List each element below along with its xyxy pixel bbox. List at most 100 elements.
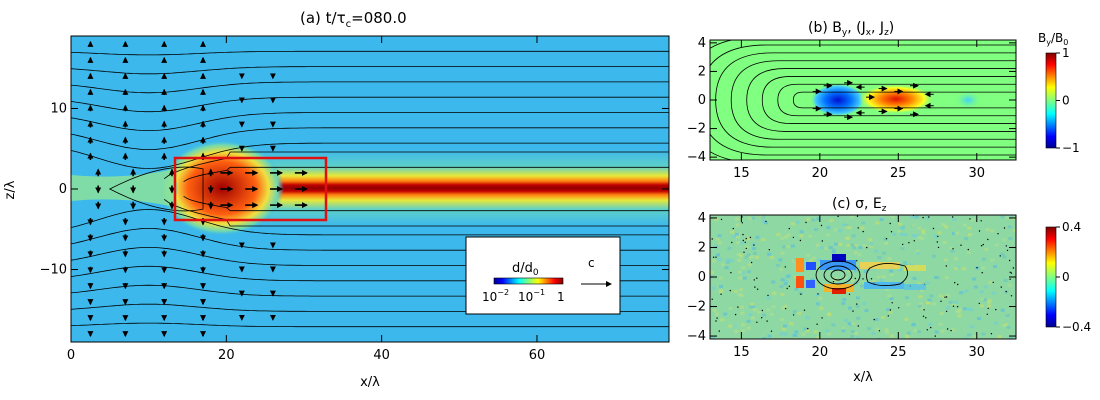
field-line (183, 166, 669, 183)
noise-speck (941, 223, 946, 227)
panel-c-xlabel: x/λ (853, 370, 873, 385)
noise-speck (1007, 225, 1012, 229)
noise-speck (802, 262, 807, 266)
particle-dot (857, 227, 859, 229)
noise-speck (856, 266, 861, 270)
noise-speck (798, 291, 803, 295)
noise-speck (970, 325, 975, 329)
noise-speck (985, 228, 990, 231)
particle-dot (741, 222, 743, 224)
particle-dot (712, 256, 715, 258)
noise-speck (779, 267, 784, 271)
noise-speck (827, 332, 831, 336)
panel-a-legend-inset: d/d0 10−2 10−1 1 c (465, 236, 621, 315)
noise-speck (926, 301, 930, 304)
panel-c-axes: 15 20 25 30 −4 −2 0 2 4 (687, 211, 1016, 360)
noise-speck (945, 293, 950, 297)
noise-speck (718, 290, 723, 294)
noise-speck (744, 255, 749, 259)
field-line (71, 66, 669, 75)
noise-speck (775, 263, 780, 267)
noise-speck (810, 278, 815, 282)
panel-a-xlabel: x/λ (360, 375, 380, 390)
particle-dot (936, 241, 938, 243)
noise-speck (868, 238, 873, 242)
noise-speck (792, 259, 796, 263)
noise-speck (748, 305, 753, 309)
field-line (71, 209, 669, 236)
noise-speck (879, 218, 884, 221)
noise-speck (733, 324, 738, 328)
particle-dot (980, 245, 983, 247)
noise-speck (808, 234, 813, 238)
noise-speck (1000, 252, 1005, 256)
panel-a-shock-nose (160, 140, 284, 236)
particle-dot (957, 283, 959, 286)
noise-speck (748, 216, 753, 220)
particle-dot (987, 307, 989, 310)
noise-speck (816, 336, 821, 339)
noise-speck (844, 276, 849, 280)
particle-dot (870, 278, 873, 280)
particle-dot (856, 303, 858, 305)
noise-speck (735, 223, 740, 227)
noise-speck (793, 337, 798, 339)
particle-dot (832, 281, 835, 283)
noise-speck (819, 306, 824, 310)
noise-speck (750, 216, 755, 220)
noise-speck (981, 257, 986, 261)
noise-speck (730, 230, 735, 234)
noise-speck (790, 244, 795, 248)
noise-speck (932, 302, 936, 306)
noise-speck (739, 254, 744, 258)
noise-speck (741, 329, 746, 333)
panel-b-positive-blob (858, 84, 934, 114)
particle-dot (720, 218, 723, 221)
noise-speck (853, 269, 858, 273)
noise-speck (791, 222, 795, 226)
panel-b-negative-blob (810, 83, 866, 117)
particle-dot (852, 310, 854, 312)
noise-speck (900, 246, 905, 250)
panel-a-axes: 0 20 40 60 −10 0 10 (40, 36, 669, 363)
noise-speck (740, 311, 745, 315)
particle-dot (821, 240, 823, 242)
colorbar-a-title: d/d0 (512, 261, 539, 278)
noise-speck (953, 300, 958, 304)
panel-b-current-arrows (812, 79, 934, 121)
noise-speck (838, 242, 843, 246)
noise-speck (1002, 255, 1007, 259)
noise-speck (782, 327, 786, 331)
noise-speck (751, 304, 755, 308)
particle-dot (889, 309, 892, 311)
particle-dot (799, 239, 802, 242)
panel-c: (c) σ, Ez x/λ 15 20 25 30 −4 −2 0 2 4 0.4 0 −0.4 (687, 196, 1091, 385)
noise-speck (715, 237, 720, 241)
particle-dot (987, 238, 989, 241)
noise-speck (841, 301, 846, 305)
noise-speck (831, 250, 836, 254)
particle-dot (856, 260, 858, 262)
particle-dot (750, 261, 753, 264)
particle-dot (768, 249, 770, 251)
noise-speck (949, 246, 954, 250)
noise-speck (829, 219, 834, 222)
noise-speck (938, 322, 943, 326)
noise-speck (850, 330, 855, 334)
noise-speck (815, 266, 820, 270)
noise-speck (889, 297, 894, 300)
panel-b-ytick-label: −4 (687, 150, 706, 165)
panel-b-title: (b) By, (Jx, Jz) (808, 20, 894, 38)
particle-dot (928, 216, 930, 218)
noise-speck (917, 235, 922, 239)
noise-speck (892, 232, 897, 236)
particle-dot (761, 317, 763, 319)
colorbar-b-title: By/B0 (1038, 31, 1068, 47)
particle-dot (756, 321, 758, 323)
noise-speck (761, 215, 766, 219)
noise-speck (737, 258, 742, 262)
noise-speck (918, 295, 923, 299)
noise-speck (811, 218, 816, 222)
particle-dot (946, 328, 949, 330)
noise-speck (867, 327, 872, 331)
